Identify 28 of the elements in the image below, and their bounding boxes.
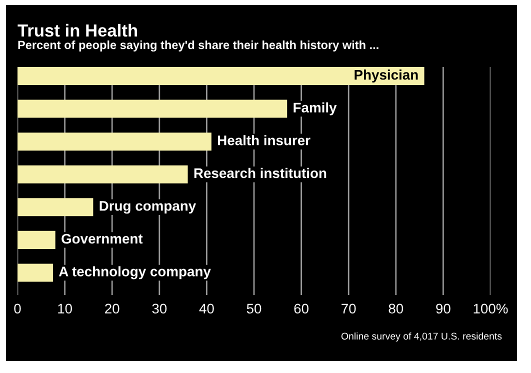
y-tick-label: Health insurer bbox=[218, 135, 310, 146]
x-tick-label: 50 bbox=[246, 304, 262, 314]
bar bbox=[18, 132, 212, 151]
bar bbox=[18, 230, 56, 249]
chart-title: Trust in Health bbox=[18, 24, 138, 37]
x-tick-label: 90 bbox=[436, 304, 450, 314]
x-tick-label: 20 bbox=[105, 304, 120, 314]
bar bbox=[18, 100, 288, 118]
y-tick-label: Research institution bbox=[194, 168, 326, 178]
y-tick-label: Physician bbox=[354, 70, 418, 82]
bar bbox=[18, 198, 94, 216]
x-tick-label: 70 bbox=[342, 304, 356, 314]
x-tick-label: 60 bbox=[294, 304, 308, 314]
text: Online survey of 4,017 U.S. residents bbox=[341, 332, 502, 342]
y-tick-label: A technology company bbox=[58, 266, 211, 280]
x-tick-label: 80 bbox=[388, 304, 404, 314]
x-tick-label: 100% bbox=[474, 304, 508, 314]
x-tick-label: 0 bbox=[14, 304, 21, 314]
y-tick-label: Family bbox=[294, 102, 337, 116]
x-tick-label: 10 bbox=[58, 304, 72, 314]
bar bbox=[18, 165, 188, 184]
x-tick-label: 30 bbox=[152, 304, 167, 314]
bar bbox=[18, 67, 424, 86]
bar bbox=[18, 264, 53, 282]
y-tick-label: Drug company bbox=[100, 201, 196, 214]
chart-subtitle: Percent of people saying they'd share their health history with ... bbox=[18, 40, 378, 52]
x-tick-label: 40 bbox=[199, 304, 214, 314]
y-tick-label: Government bbox=[62, 234, 143, 244]
